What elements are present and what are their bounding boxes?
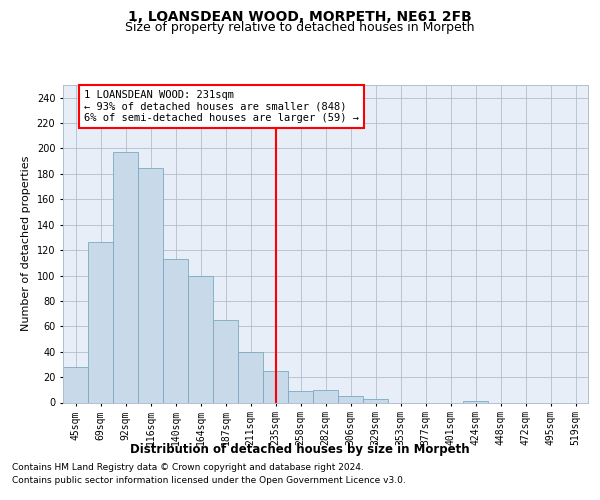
Bar [313,390,338,402]
Text: Size of property relative to detached houses in Morpeth: Size of property relative to detached ho… [125,21,475,34]
Bar [88,242,113,402]
Bar [363,398,388,402]
Bar [338,396,363,402]
Bar [238,352,263,403]
Bar [113,152,138,402]
Bar [163,259,188,402]
Bar [138,168,163,402]
Text: Distribution of detached houses by size in Morpeth: Distribution of detached houses by size … [130,442,470,456]
Y-axis label: Number of detached properties: Number of detached properties [21,156,31,332]
Bar [288,391,313,402]
Bar [63,367,88,402]
Bar [463,401,488,402]
Bar [188,276,213,402]
Bar [213,320,238,402]
Text: 1 LOANSDEAN WOOD: 231sqm
← 93% of detached houses are smaller (848)
6% of semi-d: 1 LOANSDEAN WOOD: 231sqm ← 93% of detach… [84,90,359,123]
Text: 1, LOANSDEAN WOOD, MORPETH, NE61 2FB: 1, LOANSDEAN WOOD, MORPETH, NE61 2FB [128,10,472,24]
Text: Contains HM Land Registry data © Crown copyright and database right 2024.: Contains HM Land Registry data © Crown c… [12,462,364,471]
Bar [263,371,288,402]
Text: Contains public sector information licensed under the Open Government Licence v3: Contains public sector information licen… [12,476,406,485]
